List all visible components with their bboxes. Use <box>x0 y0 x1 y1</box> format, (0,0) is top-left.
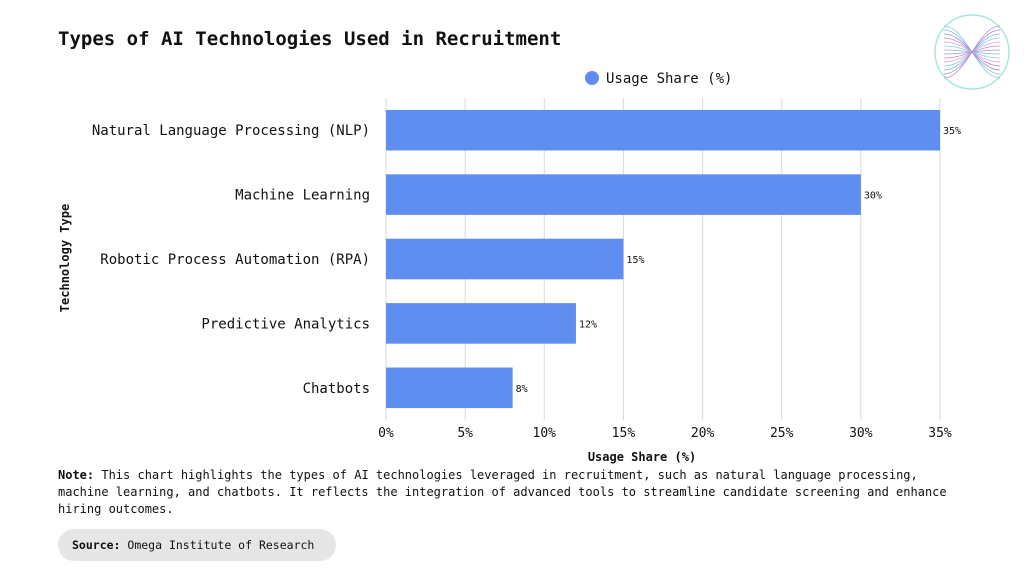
x-tick-label: 15% <box>612 426 636 441</box>
category-label: Chatbots <box>303 381 370 397</box>
legend: Usage Share (%) <box>585 71 732 87</box>
data-label: 30% <box>864 191 882 202</box>
category-labels: Natural Language Processing (NLP) Machine… <box>92 123 370 397</box>
data-label: 35% <box>943 126 961 137</box>
x-tick-label: 35% <box>928 426 952 441</box>
logo-mesh-line <box>943 25 1001 79</box>
category-label: Robotic Process Automation (RPA) <box>100 252 370 268</box>
bars <box>386 109 940 409</box>
legend-swatch <box>585 71 599 85</box>
bar <box>386 174 861 215</box>
chart-title: Types of AI Technologies Used in Recruit… <box>58 28 562 50</box>
bar <box>386 303 576 344</box>
category-label: Machine Learning <box>235 188 370 204</box>
bar <box>386 109 940 151</box>
x-tick-labels: 0% 5% 10% 15% 20% 25% 30% 35% <box>378 426 952 441</box>
legend-label: Usage Share (%) <box>606 71 732 87</box>
category-label: Predictive Analytics <box>201 316 370 332</box>
category-label: Natural Language Processing (NLP) <box>92 123 370 139</box>
x-tick-label: 10% <box>533 426 557 441</box>
source-label: Source: <box>72 538 121 552</box>
bar <box>386 367 513 409</box>
x-tick-label: 25% <box>770 426 794 441</box>
x-tick-label: 20% <box>691 426 715 441</box>
bar-chart: Usage Share (%) Natural Language Process… <box>58 71 961 464</box>
note: Note: This chart highlights the types of… <box>58 467 958 518</box>
source-badge: Source: Omega Institute of Research <box>58 529 337 561</box>
bar <box>386 238 624 280</box>
note-text: This chart highlights the types of AI te… <box>58 468 947 516</box>
source-text: Omega Institute of Research <box>127 538 315 552</box>
twisted-mesh-logo-icon <box>934 14 1010 90</box>
x-tick-label: 0% <box>378 426 394 441</box>
data-label: 15% <box>626 255 644 266</box>
data-labels: 35% 30% 15% 12% 8% <box>516 126 961 395</box>
y-axis-label: Technology Type <box>58 204 72 312</box>
x-tick-label: 30% <box>849 426 873 441</box>
x-axis-label: Usage Share (%) <box>588 450 696 464</box>
note-label: Note: <box>58 468 95 482</box>
data-label: 12% <box>579 319 597 330</box>
data-label: 8% <box>516 384 528 395</box>
x-tick-label: 5% <box>457 426 473 441</box>
